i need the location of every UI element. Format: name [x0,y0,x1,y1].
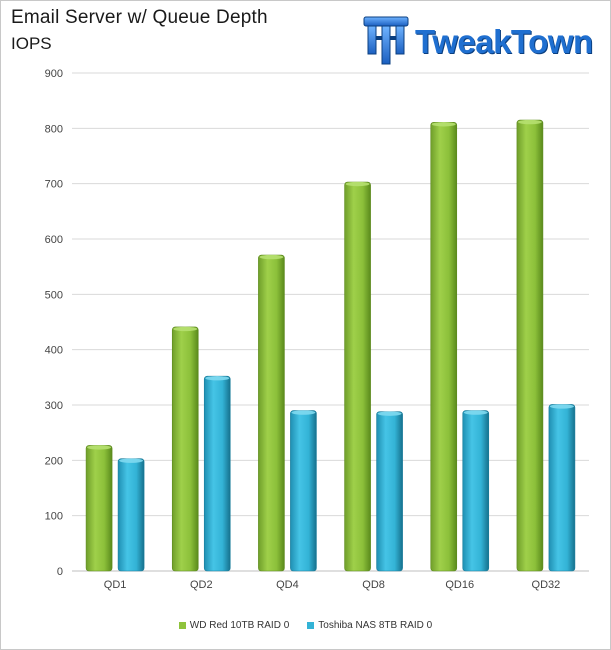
legend: WD Red 10TB RAID 0 Toshiba NAS 8TB RAID … [0,620,611,631]
y-tick-label: 400 [45,345,63,357]
bar-series1-qd8 [344,181,371,572]
x-tick-label: QD4 [276,579,299,591]
bar-cap-series2-qd1 [119,458,144,463]
y-tick-label: 500 [45,289,63,301]
bar-cap-series2-qd2 [205,376,230,381]
bar-cap-series1-qd32 [517,119,542,125]
legend-swatch-series2 [307,622,315,629]
x-tick-label: QD32 [532,579,561,591]
bars [85,119,576,572]
x-tick-label: QD2 [190,579,213,591]
y-tick-label: 100 [45,511,63,523]
y-tick-label: 300 [45,400,63,412]
x-tick-label: QD16 [445,579,474,591]
bar-series2-qd1 [117,458,145,572]
chart-title: Email Server w/ Queue Depth [11,7,268,28]
y-tick-label: 900 [45,68,63,80]
bar-series1-qd16 [430,121,458,572]
bar-series2-qd32 [548,404,576,572]
bar-cap-series1-qd8 [345,181,370,187]
chart-subtitle: IOPS [11,34,52,53]
legend-item-series2: Toshiba NAS 8TB RAID 0 [307,620,432,631]
y-tick-label: 0 [57,566,63,578]
bar-series1-qd4 [258,254,285,572]
bar-series2-qd8 [376,411,403,572]
bar-cap-series1-qd4 [259,254,284,260]
bar-series2-qd16 [462,410,490,572]
bar-cap-series2-qd32 [549,404,574,409]
legend-label-series1: WD Red 10TB RAID 0 [189,620,290,631]
bar-cap-series1-qd2 [173,326,198,332]
bar-cap-series2-qd8 [377,411,402,416]
bar-series2-qd4 [290,410,317,572]
bar-series1-qd2 [171,326,199,572]
legend-label-series2: Toshiba NAS 8TB RAID 0 [318,620,433,631]
tweaktown-logo-icon [363,16,409,65]
x-tick-label: QD8 [362,579,385,591]
grid-layer [72,72,589,572]
bar-cap-series2-qd4 [291,410,316,415]
bar-cap-series1-qd16 [431,122,456,127]
x-tick-label: QD1 [104,579,127,591]
y-tick-labels: 0 100 200 300 400 500 600 700 800 900 [45,68,63,578]
y-tick-label: 700 [45,179,63,191]
bar-series2-qd2 [203,375,231,572]
y-tick-label: 800 [45,123,63,135]
legend-item-series1: WD Red 10TB RAID 0 [178,620,290,631]
y-tick-label: 200 [45,455,63,467]
logo-wordmark: TweakTown [415,23,593,60]
legend-swatch-series1 [178,622,186,629]
y-tick-label: 600 [45,234,63,246]
bar-cap-series2-qd16 [463,410,488,415]
bar-series1-qd32 [516,119,544,572]
tweaktown-logo: TweakTown [362,14,593,72]
bar-series1-qd1 [85,445,113,572]
x-tick-labels: QD1 QD2 QD4 QD8 QD16 QD32 [104,579,561,591]
bar-cap-series1-qd1 [87,445,112,450]
